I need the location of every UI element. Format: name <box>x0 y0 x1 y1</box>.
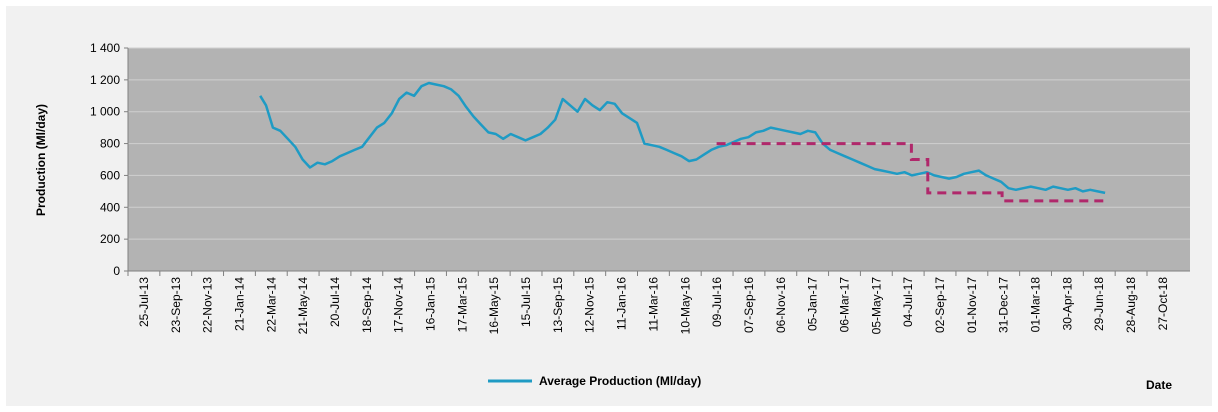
legend: Average Production (Ml/day) <box>488 374 701 388</box>
x-tick-label: 22-Mar-14 <box>264 277 278 333</box>
x-axis-ticks: 25-Jul-13 23-Sep-13 22-Nov-13 21-Jan-14 22-M… <box>127 271 1170 335</box>
x-tick-label: 25-Jul-13 <box>137 277 151 327</box>
x-tick-label: 12-Nov-15 <box>583 277 597 333</box>
x-tick-label: 15-Jul-15 <box>519 277 533 327</box>
average-production-line <box>259 81 1106 195</box>
y-tick-label: 1 000 <box>90 105 120 119</box>
y-tick-label: 1 200 <box>90 73 120 87</box>
x-tick-label: 05-May-17 <box>869 277 883 335</box>
x-tick-label: 06-Mar-17 <box>837 277 851 333</box>
x-tick-label: 06-Nov-16 <box>774 277 788 333</box>
y-tick-label: 1 400 <box>90 41 120 55</box>
x-tick-label: 16-May-15 <box>487 277 501 335</box>
x-tick-label: 21-Jan-14 <box>232 277 246 331</box>
x-tick-label: 04-Jul-17 <box>901 277 915 327</box>
y-tick-label: 600 <box>100 168 120 182</box>
x-tick-label: 17-Nov-14 <box>392 277 406 333</box>
x-tick-label: 11-Mar-16 <box>646 277 660 332</box>
target-step-line <box>716 142 1107 203</box>
x-tick-label: 16-Jan-15 <box>424 277 438 331</box>
x-tick-label: 17-Mar-15 <box>455 277 469 333</box>
x-tick-label: 28-Aug-18 <box>1124 277 1138 333</box>
x-tick-label: 09-Jul-16 <box>710 277 724 327</box>
y-axis-title: Production (Ml/day) <box>34 104 48 216</box>
x-tick-label: 13-Sep-15 <box>551 277 565 333</box>
x-tick-label: 01-Mar-18 <box>1029 277 1043 333</box>
x-tick-label: 22-Nov-13 <box>201 277 215 333</box>
y-axis-ticks: 0 200 400 600 800 1 000 1 200 1 400 <box>90 41 128 278</box>
x-tick-label: 02-Sep-17 <box>933 277 947 333</box>
x-tick-label: 01-Nov-17 <box>965 277 979 333</box>
series-lines <box>259 81 1107 203</box>
x-tick-label: 29-Jun-18 <box>1092 277 1106 331</box>
x-tick-label: 07-Sep-16 <box>742 277 756 333</box>
legend-label-average-production: Average Production (Ml/day) <box>539 374 701 388</box>
x-tick-label: 21-May-14 <box>296 277 310 335</box>
gridlines <box>128 47 1190 240</box>
x-tick-label: 20-Jul-14 <box>328 277 342 327</box>
x-tick-label: 31-Dec-17 <box>997 277 1011 333</box>
y-tick-label: 800 <box>100 137 120 151</box>
x-tick-label: 27-Oct-18 <box>1156 277 1170 331</box>
y-tick-label: 400 <box>100 200 120 214</box>
x-tick-label: 30-Apr-18 <box>1060 277 1074 331</box>
plot-area <box>128 48 1190 271</box>
x-tick-label: 10-May-16 <box>678 277 692 335</box>
x-tick-label: 05-Jan-17 <box>806 277 820 331</box>
y-tick-label: 0 <box>113 264 120 278</box>
x-tick-label: 18-Sep-14 <box>360 277 374 333</box>
y-tick-label: 200 <box>100 232 120 246</box>
x-axis-title: Date <box>1146 378 1172 392</box>
x-tick-label: 11-Jan-16 <box>615 277 629 330</box>
x-tick-label: 23-Sep-13 <box>169 277 183 333</box>
